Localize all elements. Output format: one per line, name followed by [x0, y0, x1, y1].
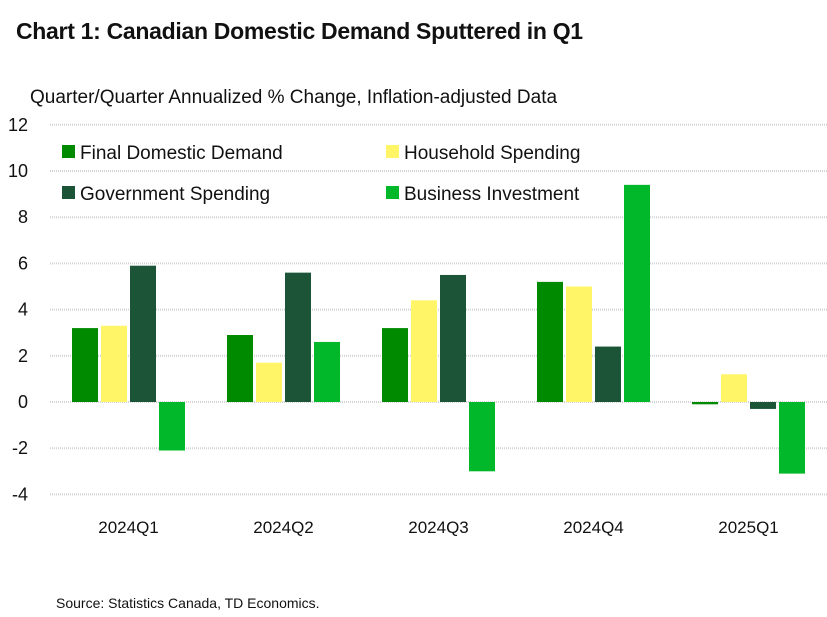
legend-swatch: [62, 145, 75, 158]
x-tick-label: 2024Q1: [98, 518, 159, 537]
source-note: Source: Statistics Canada, TD Economics.: [56, 595, 320, 611]
y-tick-label: 12: [8, 115, 28, 135]
x-tick-label: 2025Q1: [718, 518, 779, 537]
x-tick-label: 2024Q3: [408, 518, 469, 537]
y-tick-label: 0: [18, 392, 28, 412]
legend-label: Household Spending: [404, 143, 580, 164]
x-tick-label: 2024Q4: [563, 518, 624, 537]
y-tick-label: 6: [18, 253, 28, 273]
chart-subtitle: Quarter/Quarter Annualized % Change, Inf…: [30, 87, 558, 108]
legend-item: Business Investment: [386, 184, 580, 205]
bar-government-spending-2024q1: [130, 265, 156, 402]
chart-title: Chart 1: Canadian Domestic Demand Sputte…: [16, 18, 583, 44]
bar-business-investment-2024q1: [159, 402, 185, 451]
y-tick-label: -2: [12, 438, 28, 458]
y-tick-label: 2: [18, 346, 28, 366]
bar-government-spending-2024q3: [440, 274, 466, 402]
legend-swatch: [386, 145, 399, 158]
bar-business-investment-2024q4: [624, 184, 650, 402]
legend-label: Government Spending: [80, 184, 270, 205]
legend-label: Business Investment: [404, 184, 580, 205]
bar-business-investment-2024q2: [314, 341, 340, 402]
legend-item: Final Domestic Demand: [62, 143, 283, 164]
y-tick-label: -4: [12, 484, 28, 504]
bar-government-spending-2024q2: [285, 272, 311, 402]
bar-household-spending-2024q1: [101, 325, 127, 402]
bar-household-spending-2024q3: [411, 300, 437, 402]
bar-business-investment-2025q1: [779, 402, 805, 474]
bar-government-spending-2024q4: [595, 346, 621, 402]
legend-swatch: [62, 186, 75, 199]
legend-label: Final Domestic Demand: [80, 143, 283, 164]
x-tick-label: 2024Q2: [253, 518, 314, 537]
bar-final-domestic-demand-2024q2: [227, 335, 253, 402]
bar-final-domestic-demand-2024q3: [382, 328, 408, 402]
bar-business-investment-2024q3: [469, 402, 495, 472]
legend-swatch: [386, 186, 399, 199]
y-tick-label: 10: [8, 161, 28, 181]
legend-item: Household Spending: [386, 143, 580, 164]
bar-household-spending-2024q2: [256, 362, 282, 402]
x-axis-ticks: 2024Q1 2024Q2 2024Q3 2024Q4 2025Q1: [98, 518, 779, 537]
bar-final-domestic-demand-2024q4: [537, 281, 563, 402]
legend-item: Government Spending: [62, 184, 270, 205]
y-axis-ticks: 12 10 8 6 4 2 0 -2 -4: [8, 115, 28, 505]
y-tick-label: 4: [18, 300, 28, 320]
y-tick-label: 8: [18, 207, 28, 227]
bars: [72, 184, 805, 474]
bar-final-domestic-demand-2024q1: [72, 328, 98, 402]
gridlines: [50, 123, 827, 496]
bar-household-spending-2025q1: [721, 374, 747, 402]
bar-government-spending-2025q1: [750, 402, 776, 409]
bar-final-domestic-demand-2025q1: [692, 402, 718, 405]
legend: Final Domestic Demand Household Spending G…: [62, 143, 580, 205]
bar-household-spending-2024q4: [566, 286, 592, 402]
